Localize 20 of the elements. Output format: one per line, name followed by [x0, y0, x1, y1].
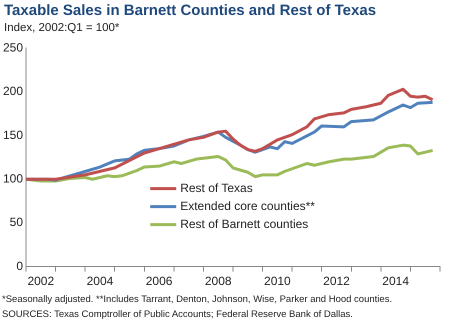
x-tick-label: 2006: [146, 274, 173, 288]
chart-title: Taxable Sales in Barnett Counties and Rest of Texas: [4, 2, 376, 19]
x-tick-label: 2002: [27, 274, 54, 288]
x-tick-label: 2004: [86, 274, 114, 288]
x-tick-label: 2014: [382, 274, 410, 288]
text: *Seasonally adjusted. **Includes Tarrant, Denton, Johnson, Wise, Parker and Hood counties.: [2, 293, 392, 307]
y-tick-label: 100: [2, 172, 24, 186]
y-tick-label: 200: [2, 84, 24, 98]
legend-label: Extended core counties**: [180, 198, 316, 213]
source-note: SOURCES: Texas Comptroller of Public Accounts; Federal Reserve Bank of Dallas.: [2, 308, 354, 322]
legend-label: Rest of Texas: [180, 180, 253, 195]
y-tick-label: 0: [16, 258, 24, 273]
x-tick-label: 2008: [204, 274, 232, 288]
chart-subtitle: Index, 2002:Q1 = 100*: [4, 22, 120, 34]
y-tick-label: 150: [2, 128, 24, 142]
legend-label: Rest of Barnett counties: [180, 216, 308, 231]
y-tick-label: 250: [2, 40, 24, 55]
x-tick-label: 2012: [323, 274, 350, 288]
y-tick-label: 50: [10, 215, 24, 230]
x-tick-label: 2010: [264, 274, 292, 288]
